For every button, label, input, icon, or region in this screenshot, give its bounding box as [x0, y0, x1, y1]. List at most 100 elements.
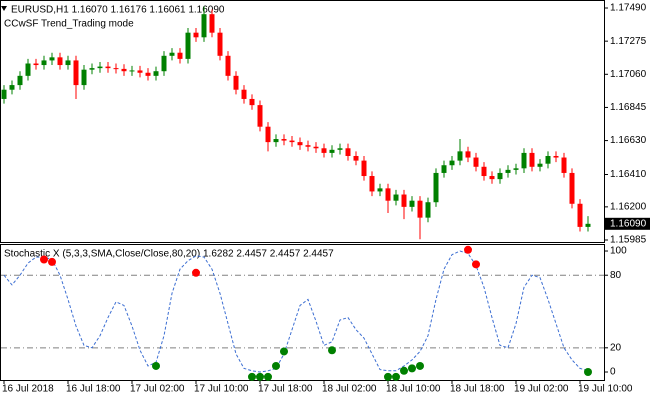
signal-dot: [280, 347, 288, 356]
candle-body: [545, 155, 551, 164]
y-tick-label: 1.16630: [610, 135, 647, 146]
candle-body: [217, 32, 223, 56]
candle-body: [89, 68, 95, 70]
candle-body: [201, 14, 207, 38]
candle-body: [81, 69, 87, 86]
candle-body: [489, 176, 495, 180]
y-tick-label: 1.16845: [610, 102, 647, 113]
candle-body: [169, 52, 175, 56]
signal-dot: [192, 268, 200, 277]
x-tick-label: 19 Jul 02:00: [514, 384, 569, 395]
signal-dot: [472, 260, 480, 269]
candle-body: [585, 223, 591, 227]
x-tick-label: 17 Jul 10:00: [194, 384, 249, 395]
y-tick-label: 20: [610, 342, 622, 353]
candle-body: [409, 200, 415, 207]
y-tick-label: 1.16200: [610, 201, 647, 212]
signal-dot: [408, 364, 416, 373]
candle-body: [441, 165, 447, 173]
candle-body: [289, 140, 295, 143]
candle-body: [97, 66, 103, 69]
current-price-box: [604, 217, 650, 230]
candle-body: [457, 151, 463, 161]
menu-triangle: [1, 6, 7, 11]
candle-body: [569, 172, 575, 204]
chart-subtitle: CCwSF Trend_Trading mode: [4, 19, 134, 30]
signal-dot: [48, 257, 56, 266]
signal-dot: [400, 366, 408, 375]
candle-body: [193, 32, 199, 38]
candle-body: [521, 152, 527, 169]
signal-dot: [152, 361, 160, 370]
candle-body: [17, 75, 23, 86]
signal-dot: [264, 372, 272, 381]
x-tick-label: 18 Jul 10:00: [386, 384, 441, 395]
x-tick-label: 16 Jul 18:00: [66, 384, 121, 395]
candle-body: [41, 60, 47, 66]
signal-dot: [40, 255, 48, 264]
candle-body: [185, 32, 191, 59]
y-tick-label: 100: [610, 246, 627, 257]
y-tick-label: 1.17490: [610, 3, 647, 14]
candle-body: [249, 98, 255, 106]
candle-body: [297, 142, 303, 146]
candle-body: [513, 168, 519, 170]
x-tick-label: 17 Jul 02:00: [130, 384, 185, 395]
signal-dot: [256, 372, 264, 381]
stochastic-line: [3, 250, 589, 373]
candle-body: [505, 169, 511, 173]
candle-body: [449, 160, 455, 166]
signal-dot: [464, 245, 472, 254]
x-tick-label: 19 Jul 10:00: [578, 384, 633, 395]
y-tick-label: 1.17275: [610, 36, 647, 47]
candle-body: [209, 14, 215, 33]
candle-body: [377, 188, 383, 192]
y-tick-label: 1.17060: [610, 69, 647, 80]
candle-body: [9, 85, 15, 90]
candle-body: [369, 176, 375, 192]
candle-body: [233, 75, 239, 90]
candle-body: [553, 155, 559, 158]
candle-body: [401, 194, 407, 207]
signal-dot: [416, 361, 424, 370]
candle-body: [281, 139, 287, 141]
candle-body: [73, 60, 79, 86]
candle-body: [361, 160, 367, 177]
candle-body: [353, 155, 359, 161]
candle-body: [65, 60, 71, 66]
candle-body: [425, 202, 431, 218]
candle-body: [329, 149, 335, 153]
candle-body: [273, 139, 279, 143]
candle-body: [161, 55, 167, 72]
candle-body: [393, 194, 399, 201]
signal-dot: [384, 372, 392, 381]
candle-body: [497, 172, 503, 180]
candle-body: [529, 152, 535, 167]
candle-body: [473, 157, 479, 167]
candle-body: [121, 68, 127, 72]
candle-body: [265, 126, 271, 143]
candle-body: [113, 68, 119, 70]
candle-body: [345, 148, 351, 156]
candle-body: [153, 71, 159, 76]
candle-body: [537, 163, 543, 167]
signal-dot: [392, 372, 400, 381]
candle-body: [385, 188, 391, 201]
signal-dot: [584, 368, 592, 377]
candle-body: [465, 151, 471, 158]
candle-body: [257, 105, 263, 127]
candle-body: [337, 148, 343, 150]
y-tick-label: 1.16410: [610, 169, 647, 180]
candle-body: [417, 200, 423, 218]
candle-body: [129, 70, 135, 72]
candle-body: [481, 166, 487, 177]
candle-body: [225, 55, 231, 76]
candle-body: [305, 145, 311, 147]
candle-body: [25, 63, 31, 76]
x-tick-label: 17 Jul 18:00: [258, 384, 313, 395]
candle-body: [137, 70, 143, 73]
y-tick-label: 0: [610, 367, 616, 378]
x-tick-label: 18 Jul 18:00: [450, 384, 505, 395]
candle-body: [433, 172, 439, 203]
candle-body: [321, 148, 327, 153]
